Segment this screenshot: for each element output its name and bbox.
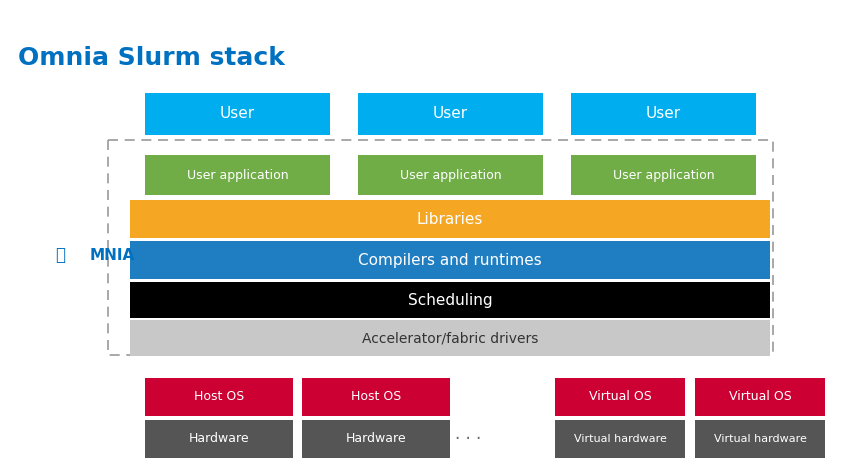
Text: Virtual hardware: Virtual hardware — [573, 434, 666, 444]
Text: Accelerator/fabric drivers: Accelerator/fabric drivers — [361, 331, 538, 345]
Text: Omnia Slurm stack: Omnia Slurm stack — [18, 46, 284, 70]
Text: Virtual hardware: Virtual hardware — [712, 434, 805, 444]
Bar — [358, 155, 543, 195]
Text: Virtual OS: Virtual OS — [588, 391, 651, 403]
Bar — [571, 155, 755, 195]
Bar — [694, 420, 824, 458]
Bar — [571, 93, 755, 135]
Bar — [145, 155, 330, 195]
Bar — [358, 93, 543, 135]
Bar — [145, 420, 293, 458]
Text: Hardware: Hardware — [188, 432, 249, 446]
Text: Host OS: Host OS — [193, 391, 244, 403]
Bar — [301, 420, 450, 458]
Text: Scheduling: Scheduling — [407, 293, 492, 308]
Bar — [130, 241, 769, 279]
Text: · · ·: · · · — [454, 430, 480, 448]
Bar — [301, 378, 450, 416]
Bar — [130, 320, 769, 356]
Text: Compilers and runtimes: Compilers and runtimes — [358, 252, 541, 267]
Text: User: User — [645, 106, 680, 121]
Bar — [694, 378, 824, 416]
Text: Virtual OS: Virtual OS — [728, 391, 791, 403]
Text: Libraries: Libraries — [416, 212, 483, 227]
Bar — [555, 420, 684, 458]
Text: MNIA: MNIA — [90, 248, 135, 263]
Bar — [145, 378, 293, 416]
Bar — [108, 140, 772, 355]
Text: User application: User application — [612, 168, 713, 182]
Text: Host OS: Host OS — [350, 391, 401, 403]
Text: User application: User application — [399, 168, 500, 182]
Text: User application: User application — [187, 168, 288, 182]
Bar — [145, 93, 330, 135]
Bar — [130, 200, 769, 238]
Bar — [130, 282, 769, 318]
Text: User: User — [219, 106, 255, 121]
Bar — [555, 378, 684, 416]
Text: Hardware: Hardware — [345, 432, 406, 446]
Text: User: User — [432, 106, 468, 121]
Text: ⏻: ⏻ — [55, 246, 65, 264]
